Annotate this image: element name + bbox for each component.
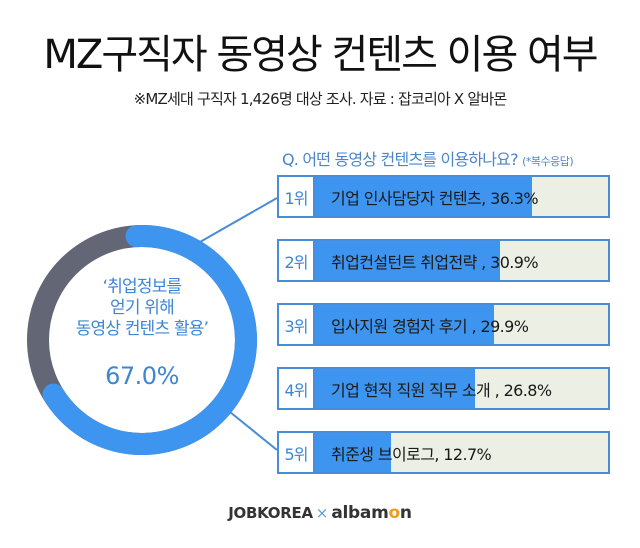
donut-ring bbox=[26, 225, 257, 455]
albamon-logo-text-end: n bbox=[399, 503, 412, 523]
separator-x: × bbox=[315, 504, 329, 522]
bar-row-4: 4위 기업 현직 직원 직무 소개 , 26.8% bbox=[277, 367, 610, 410]
jobkorea-logo: JOBKOREA bbox=[228, 504, 313, 522]
bar-label: 기업 인사담당자 컨텐츠, 36.3% bbox=[331, 188, 539, 208]
bar-fill bbox=[315, 241, 500, 280]
donut-caption: ‘취업정보를 얻기 위해 동영상 컨텐츠 활용’ bbox=[52, 277, 232, 340]
question-text: Q. 어떤 동영상 컨텐츠를 이용하나요? bbox=[282, 150, 519, 169]
bar-row-3: 3위 입사지원 경험자 후기 , 29.9% bbox=[277, 303, 610, 346]
chart-title: MZ구직자 동영상 컨텐츠 이용 여부 bbox=[43, 32, 598, 78]
donut-value: 67.0% bbox=[105, 362, 179, 390]
chart-subtitle: ※MZ세대 구직자 1,426명 대상 조사. 자료 : 잡코리아 X 알바몬 bbox=[133, 90, 508, 108]
donut-caption-line: 동영상 컨텐츠 활용’ bbox=[75, 319, 209, 339]
bar-fill bbox=[315, 305, 494, 344]
bar-fill bbox=[315, 369, 476, 408]
bar-label: 취준생 브이로그, 12.7% bbox=[331, 444, 492, 464]
donut-caption-line: 얻기 위해 bbox=[110, 298, 175, 318]
bar-label: 입사지원 경험자 후기 , 29.9% bbox=[331, 316, 529, 336]
bar-label: 취업컨설턴트 취업전략 , 30.9% bbox=[331, 252, 539, 272]
albamon-logo: albamon bbox=[331, 503, 412, 523]
rank-badge: 3위 bbox=[279, 305, 315, 344]
bar-row-1: 1위 기업 인사담당자 컨텐츠, 36.3% bbox=[277, 175, 610, 218]
question-note: (*복수응답) bbox=[522, 155, 574, 168]
donut-caption-line: ‘취업정보를 bbox=[102, 277, 183, 297]
bar-label: 기업 현직 직원 직무 소개 , 26.8% bbox=[331, 380, 552, 400]
question-heading: Q. 어떤 동영상 컨텐츠를 이용하나요? (*복수응답) bbox=[282, 146, 574, 170]
bar-fill bbox=[315, 177, 532, 216]
rank-badge: 2위 bbox=[279, 241, 315, 280]
bar-row-2: 2위 취업컨설턴트 취업전략 , 30.9% bbox=[277, 239, 610, 282]
footer-logos: JOBKOREA × albamon bbox=[0, 503, 640, 523]
rank-badge: 1위 bbox=[279, 177, 315, 216]
bar-fill bbox=[315, 433, 391, 472]
albamon-logo-text: albam bbox=[331, 503, 389, 523]
bar-row-5: 5위 취준생 브이로그, 12.7% bbox=[277, 431, 610, 474]
rank-badge: 5위 bbox=[279, 433, 315, 472]
albamon-logo-o: o bbox=[388, 503, 401, 523]
connector-line-top bbox=[199, 197, 278, 243]
rank-badge: 4위 bbox=[279, 369, 315, 408]
connector-line-bottom bbox=[229, 411, 278, 451]
